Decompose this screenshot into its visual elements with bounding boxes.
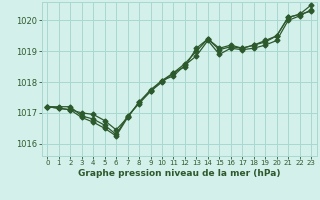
X-axis label: Graphe pression niveau de la mer (hPa): Graphe pression niveau de la mer (hPa)	[78, 169, 280, 178]
